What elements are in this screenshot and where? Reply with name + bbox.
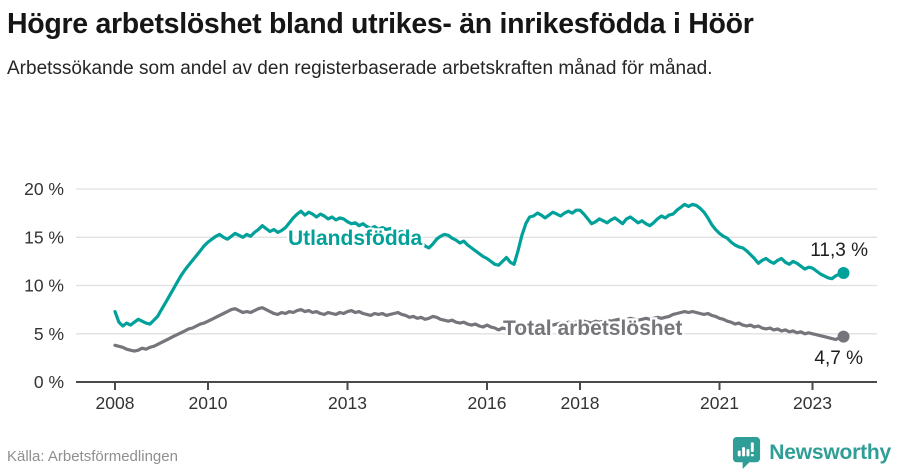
y-axis-label: 5 %: [34, 324, 64, 344]
chart-title: Högre arbetslöshet bland utrikes- än inr…: [7, 8, 754, 40]
y-axis-label: 10 %: [24, 276, 64, 296]
y-axis-label: 20 %: [24, 179, 64, 199]
y-axis-label: 0 %: [34, 372, 64, 392]
series-end-dot-total-arbetsl-shet: [837, 330, 850, 343]
series-line-total-arbetsl-shet: [113, 306, 846, 353]
x-axis-label: 2023: [793, 393, 832, 413]
chart-canvas: 0 % 5 % 10 % 15 % 20 % 2008 2010 2013 2016 2018 20…: [24, 179, 877, 413]
series-line-utlandsf-dda: [113, 202, 846, 328]
x-axis-label: 2013: [328, 393, 367, 413]
header: Högre arbetslöshet bland utrikes- än inr…: [0, 0, 900, 82]
series-label-total-arbetsl-shet: Total arbetslöshet: [503, 317, 682, 340]
y-axis-label: 15 %: [24, 227, 64, 247]
series-end-annotation-utlandsf-dda: 11,3 %: [810, 240, 868, 261]
chart-subtitle: Arbetssökande som andel av den registerb…: [7, 58, 713, 80]
series-end-annotation-total-arbetsl-shet: 4,7 %: [814, 348, 863, 369]
x-axis-label: 2010: [189, 393, 228, 413]
series-end-dot-utlandsf-dda: [837, 267, 850, 279]
brand-name: Newsworthy: [769, 441, 891, 464]
source-note: Källa: Arbetsförmedlingen: [7, 448, 178, 465]
series-label-utlandsf-dda: Utlandsfödda: [288, 227, 422, 250]
newsworthy-bars-icon: [733, 437, 761, 469]
x-axis-label: 2021: [700, 393, 739, 413]
newsworthy-logo: Newsworthy: [732, 437, 891, 469]
x-axis-label: 2008: [96, 393, 135, 413]
footer: Källa: Arbetsförmedlingen Newsworthy: [0, 434, 900, 474]
x-axis-label: 2018: [561, 393, 600, 413]
x-axis-label: 2016: [468, 393, 507, 413]
line-chart: 0 % 5 % 10 % 15 % 20 % 2008 2010 2013 2016 2018 20…: [0, 158, 900, 426]
